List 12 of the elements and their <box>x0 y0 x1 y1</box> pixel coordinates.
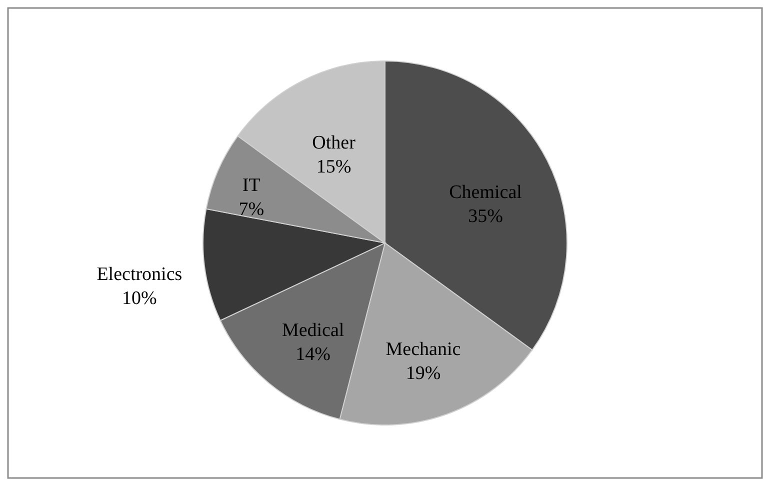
slice-label: Electronics <box>96 264 182 286</box>
data-label: 15% <box>316 156 352 178</box>
data-label: 10% <box>122 288 158 310</box>
data-label: 19% <box>406 363 441 384</box>
slice-label: Mechanic <box>386 339 461 360</box>
data-label: 7% <box>238 199 264 220</box>
slice-label: Other <box>312 132 356 154</box>
slice-label: IT <box>242 175 261 196</box>
slice-label: Medical <box>282 320 344 341</box>
data-label: 35% <box>468 206 504 227</box>
slice-label: Chemical <box>449 182 522 203</box>
data-label: 14% <box>296 344 331 365</box>
